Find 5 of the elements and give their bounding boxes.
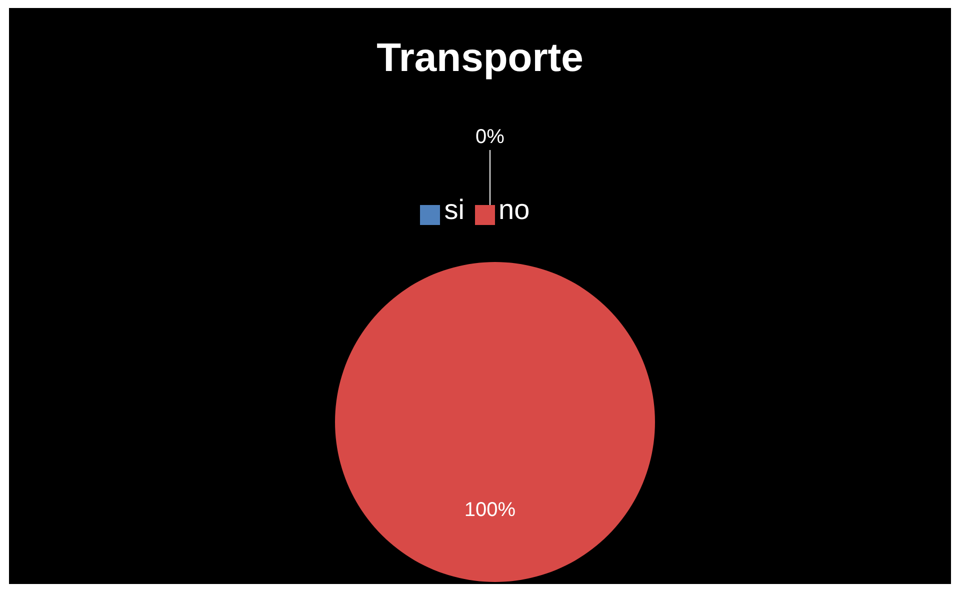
legend-label: si (444, 194, 465, 225)
legend-label: no (498, 194, 530, 225)
chart-title: Transporte (376, 36, 584, 81)
text: 0% (476, 126, 504, 148)
data-label: 100% (464, 498, 516, 521)
